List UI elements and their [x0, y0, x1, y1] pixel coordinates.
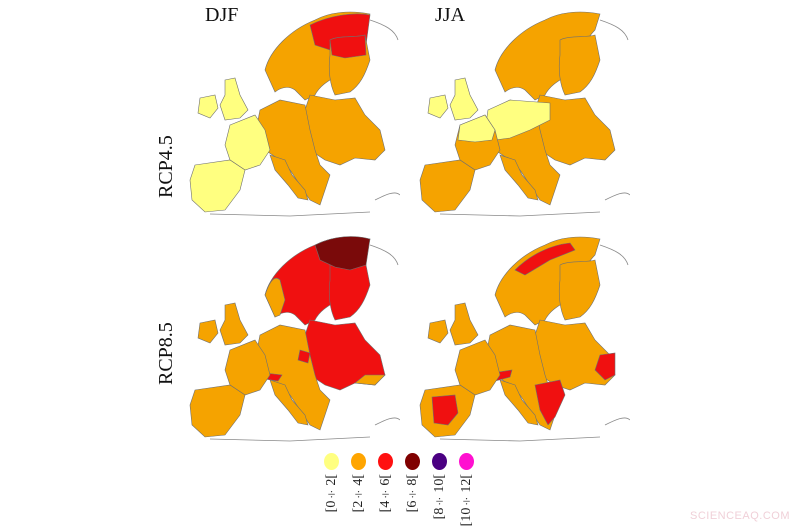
legend-item: [6÷8[: [401, 453, 424, 526]
column-title-djf: DJF: [205, 4, 239, 26]
column-title-jja: JJA: [435, 4, 466, 26]
legend-item: [4÷6[: [374, 453, 397, 526]
watermark: SCIENCEAQ.COM: [689, 510, 790, 522]
europe-map: [170, 0, 400, 217]
europe-map: [400, 225, 630, 442]
legend-swatch: [459, 453, 474, 470]
legend-item: [8÷10[: [428, 453, 451, 526]
legend-label: [4÷6[: [377, 474, 393, 513]
legend-label: [2÷4[: [350, 474, 366, 513]
europe-map: [400, 0, 630, 217]
map-panel-rcp45-djf: [170, 0, 400, 222]
legend-swatch: [378, 453, 393, 470]
legend-label: [8÷10[: [431, 474, 447, 520]
legend-label: [6÷8[: [404, 474, 420, 513]
legend-item: [0÷2[: [320, 453, 343, 526]
legend-swatch: [351, 453, 366, 470]
legend-item: [10÷12[: [455, 453, 478, 526]
legend-swatch: [432, 453, 447, 470]
color-legend: [0÷2[ [2÷4[ [4÷6[ [6÷8[ [8÷10[ [10÷12[: [320, 453, 478, 526]
map-panel-rcp45-jja: [400, 0, 630, 222]
legend-swatch: [405, 453, 420, 470]
map-panel-rcp85-djf: [170, 225, 400, 447]
europe-map: [170, 236, 400, 442]
legend-label: [10÷12[: [458, 474, 474, 527]
legend-label: [0÷2[: [323, 474, 339, 513]
map-panel-rcp85-jja: [400, 225, 630, 447]
legend-item: [2÷4[: [347, 453, 370, 526]
legend-swatch: [324, 453, 339, 470]
